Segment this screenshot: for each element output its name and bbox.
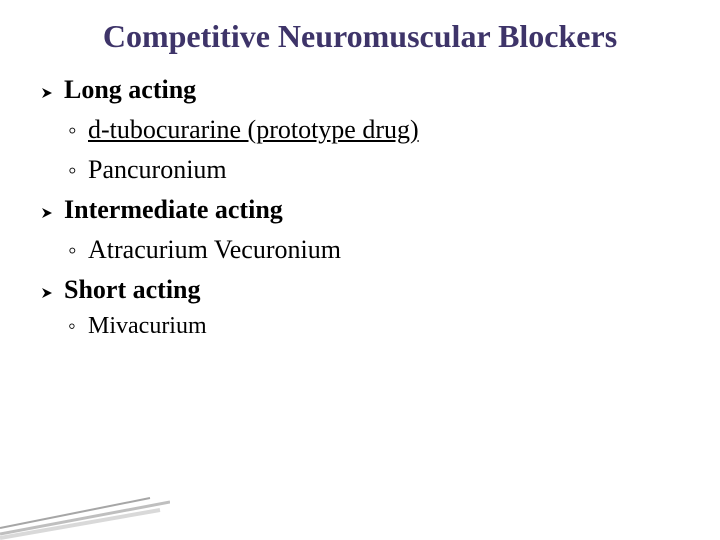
deco-line <box>0 510 160 538</box>
heading-intermediate-acting: Intermediate acting <box>64 195 283 225</box>
ring-bullet-icon: ◦ <box>68 238 88 265</box>
item-atracurium-vecuronium: Atracurium Vecuronium <box>88 235 341 265</box>
sub-mivacurium: ◦ Mivacurium <box>68 313 680 340</box>
bullet-icon <box>40 204 64 224</box>
deco-line <box>0 498 150 528</box>
item-pancuronium: Pancuronium <box>88 155 227 185</box>
slide: Competitive Neuromuscular Blockers Long … <box>0 0 720 540</box>
sub-atracurium-vecuronium: ◦ Atracurium Vecuronium <box>68 235 680 265</box>
bullet-intermediate-acting: Intermediate acting <box>40 195 680 225</box>
slide-title: Competitive Neuromuscular Blockers <box>40 18 680 55</box>
ring-bullet-icon: ◦ <box>68 313 88 339</box>
bullet-long-acting: Long acting <box>40 75 680 105</box>
ring-bullet-icon: ◦ <box>68 158 88 185</box>
item-d-tubocurarine: d-tubocurarine (prototype drug) <box>88 115 419 145</box>
bullet-icon <box>40 284 64 304</box>
ring-bullet-icon: ◦ <box>68 118 88 145</box>
sub-pancuronium: ◦ Pancuronium <box>68 155 680 185</box>
corner-decoration <box>0 492 170 540</box>
sub-d-tubocurarine: ◦ d-tubocurarine (prototype drug) <box>68 115 680 145</box>
bullet-short-acting: Short acting <box>40 275 680 305</box>
item-mivacurium: Mivacurium <box>88 313 207 340</box>
deco-line <box>0 502 170 534</box>
bullet-icon <box>40 84 64 104</box>
heading-short-acting: Short acting <box>64 275 201 305</box>
heading-long-acting: Long acting <box>64 75 196 105</box>
